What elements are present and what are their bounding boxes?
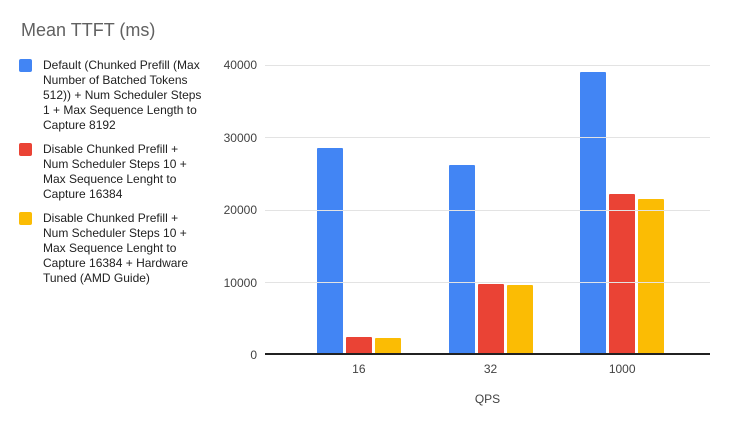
gridline xyxy=(265,209,710,211)
y-axis-tick-label: 0 xyxy=(250,348,257,362)
bar xyxy=(374,338,401,353)
bar xyxy=(477,284,504,353)
bar xyxy=(506,285,533,353)
bar-group xyxy=(425,65,557,353)
y-axis-labels: 0 10000 20000 30000 40000 xyxy=(0,58,257,362)
bar xyxy=(448,165,475,353)
legend-item: Disable Chunked Prefill + Num Scheduler … xyxy=(19,142,239,202)
bar xyxy=(638,199,665,353)
legend-swatch-icon xyxy=(19,212,32,225)
legend-item: Disable Chunked Prefill + Num Scheduler … xyxy=(19,211,239,286)
legend-swatch-icon xyxy=(19,143,32,156)
x-axis-tick-label: 16 xyxy=(352,362,366,376)
y-axis-tick-label: 10000 xyxy=(223,275,257,290)
legend: Default (Chunked Prefill (Max Number of … xyxy=(19,58,239,286)
x-axis-tick-label: 32 xyxy=(483,362,498,376)
y-axis-tick-label: 30000 xyxy=(223,130,257,145)
legend-swatch-icon xyxy=(19,59,32,72)
bar xyxy=(609,194,636,353)
gridline xyxy=(265,64,710,66)
plot-area xyxy=(265,64,710,355)
gridline xyxy=(265,137,710,138)
x-axis-tick-label: 1000 xyxy=(608,362,636,376)
x-axis-line xyxy=(265,353,710,355)
bar-group xyxy=(293,65,425,353)
legend-label: Default (Chunked Prefill (Max Number of … xyxy=(43,58,202,132)
bar xyxy=(316,148,343,353)
x-axis-title: QPS xyxy=(474,392,501,406)
x-axis-tick-labels: 16 32 1000 xyxy=(293,362,688,376)
bar xyxy=(345,337,372,353)
bars-row xyxy=(293,65,688,353)
y-axis-tick-label: 40000 xyxy=(223,58,257,72)
legend-label: Disable Chunked Prefill + Num Scheduler … xyxy=(43,211,189,285)
gridline xyxy=(265,282,710,283)
chart-title: Mean TTFT (ms) xyxy=(21,20,156,40)
legend-item: Default (Chunked Prefill (Max Number of … xyxy=(19,58,239,133)
bar xyxy=(580,72,607,353)
bar-group xyxy=(556,65,688,353)
legend-label: Disable Chunked Prefill + Num Scheduler … xyxy=(43,142,187,201)
y-axis-tick-label: 20000 xyxy=(223,203,257,217)
